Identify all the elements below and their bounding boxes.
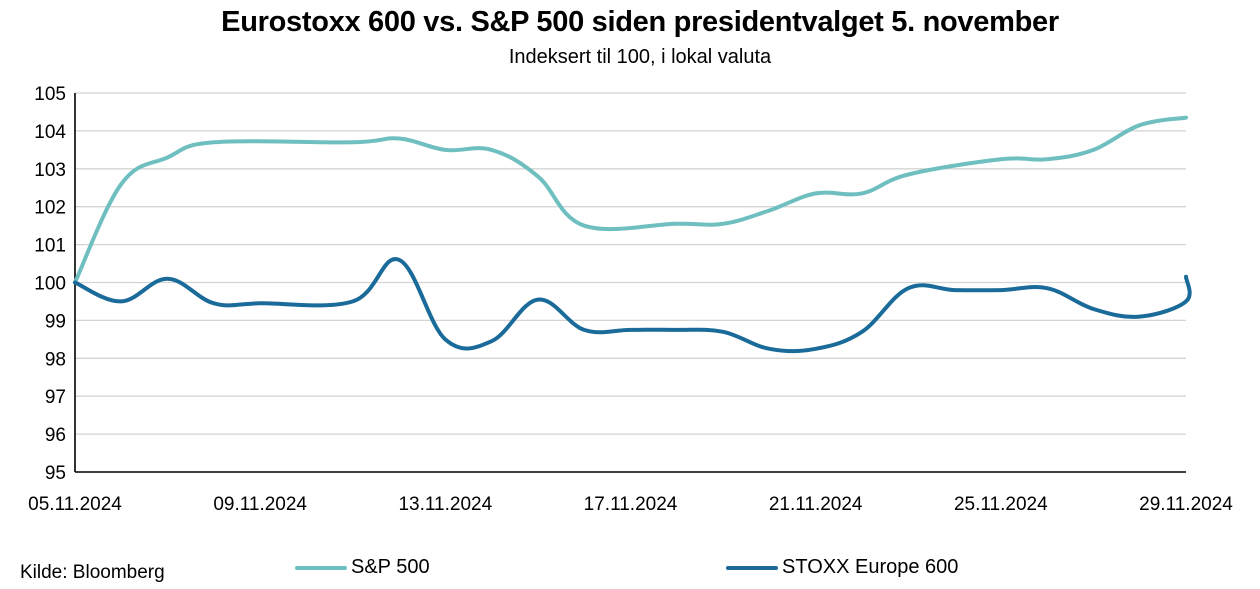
series-lines — [73, 115, 1192, 354]
legend-item-stoxx600: STOXX Europe 600 — [726, 556, 958, 579]
x-tick-label: 13.11.2024 — [398, 494, 492, 515]
y-tick-label: 102 — [34, 198, 66, 219]
y-tick-label: 103 — [34, 160, 66, 181]
gridlines — [75, 92, 1186, 435]
y-tick-label: 104 — [34, 122, 66, 143]
chart-subtitle: Indeksert til 100, i lokal valuta — [508, 46, 772, 68]
series-line-stoxx600 — [73, 257, 1192, 354]
y-tick-label: 97 — [45, 387, 66, 408]
legend-label-sp500: S&P 500 — [351, 556, 430, 578]
axes: 95 96 97 98 99 100 101 102 103 104 105 05.11.2024 09… — [28, 84, 1233, 515]
y-tick-label: 99 — [45, 311, 66, 332]
x-tick-label: 05.11.2024 — [28, 494, 122, 515]
legend-swatch-stoxx600 — [726, 565, 778, 570]
x-tick-label: 09.11.2024 — [213, 494, 307, 515]
legend-swatch-sp500 — [295, 565, 347, 570]
x-tick-label: 17.11.2024 — [584, 494, 678, 515]
chart-title: Eurostoxx 600 vs. S&P 500 siden presiden… — [221, 6, 1059, 38]
x-tick-label: 25.11.2024 — [954, 494, 1048, 515]
series-line-sp500 — [73, 115, 1188, 285]
x-tick-label: 21.11.2024 — [769, 494, 863, 515]
y-tick-label: 95 — [45, 463, 66, 484]
y-tick-label: 96 — [45, 425, 66, 446]
y-tick-label: 101 — [34, 236, 66, 257]
y-tick-label: 100 — [34, 274, 66, 295]
x-tick-label: 29.11.2024 — [1139, 494, 1233, 515]
y-tick-label: 105 — [34, 84, 66, 105]
legend-item-sp500: S&P 500 — [295, 556, 430, 579]
y-tick-label: 98 — [45, 349, 66, 370]
source-note: Kilde: Bloomberg — [20, 562, 165, 583]
legend-label-stoxx600: STOXX Europe 600 — [782, 556, 959, 578]
